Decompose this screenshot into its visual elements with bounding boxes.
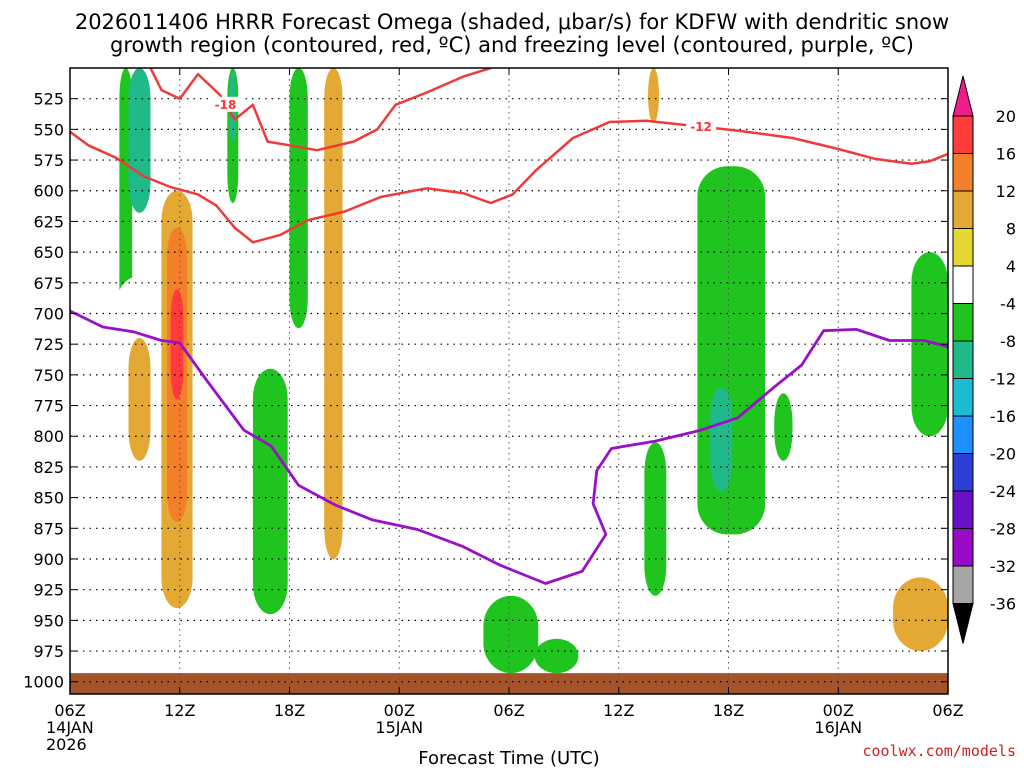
colorbar-bin-6: [952, 340, 974, 379]
y-tick-label-525: 525: [33, 90, 64, 109]
omega-region-3: [128, 338, 151, 461]
colorbar-label-6: -8: [1000, 332, 1016, 351]
omega-region-19: [534, 638, 579, 674]
y-tick-label-700: 700: [33, 304, 64, 323]
colorbar-label-13: -36: [990, 595, 1016, 614]
omega-region-13: [289, 68, 308, 329]
colorbar-label-7: -12: [990, 370, 1016, 389]
omega-region-1: [128, 68, 151, 213]
colorbar-label-0: 20: [996, 107, 1016, 126]
y-tick-label-600: 600: [33, 182, 64, 201]
x-axis-title: Forecast Time (UTC): [418, 748, 599, 768]
omega-shading: [115, 68, 948, 674]
x-tick-label-0-1: 14JAN: [46, 718, 94, 737]
dendritic-upper-contour: [149, 68, 492, 152]
contours: -18 -12: [70, 68, 948, 585]
omega-region-25: [644, 442, 667, 596]
omega-region-16: [369, 68, 403, 660]
colorbar-bin-11: [952, 528, 974, 567]
y-tick-label-800: 800: [33, 427, 64, 446]
colorbar-bin-10: [952, 490, 974, 529]
colorbar-bottom-arrow: [952, 603, 974, 644]
x-tick-label-36-0: 18Z: [713, 701, 744, 720]
freezing-level-contour: [70, 309, 948, 585]
x-tick-label-24-0: 06Z: [493, 701, 524, 720]
colorbar-bin-1: [952, 153, 974, 192]
omega-region-15: [324, 68, 343, 559]
y-tick-label-625: 625: [33, 212, 64, 231]
contour-label-0: -18: [215, 98, 237, 112]
x-tick-label-42-0: 00Z: [823, 701, 854, 720]
colorbar-label-12: -32: [990, 557, 1016, 576]
y-tick-label-875: 875: [33, 519, 64, 538]
colorbar-bin-3: [952, 228, 974, 267]
colorbar-label-9: -20: [990, 445, 1016, 464]
contour-label-bg-1: [686, 118, 717, 134]
y-tick-label-975: 975: [33, 642, 64, 661]
omega-region-21: [646, 68, 661, 345]
x-tick-label-18-0: 00Z: [384, 701, 415, 720]
colorbar-top-arrow: [952, 75, 974, 117]
colorbar-label-5: -4: [1000, 295, 1016, 314]
x-tick-label-42-1: 16JAN: [814, 718, 862, 737]
contour-label-1: -12: [690, 120, 712, 134]
y-tick-label-650: 650: [33, 243, 64, 262]
omega-region-11: [252, 368, 288, 615]
axes: 525 550 575 600 625 650 675 700 725 750 775 800 825 8…: [23, 68, 964, 754]
colorbar-label-3: 8: [1006, 220, 1016, 239]
omega-region-23: [682, 68, 766, 152]
y-tick-label-1000: 1000: [23, 673, 64, 692]
colorbar-label-1: 16: [996, 145, 1016, 164]
colorbar: 20 16 12 8 4 -4 -8 -12 -16 -20 -24 -28 -32 -36: [952, 75, 1016, 644]
colorbar-label-8: -16: [990, 407, 1016, 426]
colorbar-bin-5: [952, 303, 974, 342]
omega-region-32: [911, 252, 948, 437]
colorbar-bin-8: [952, 415, 974, 454]
colorbar-bin-4: [952, 265, 974, 304]
colorbar-label-4: 4: [1006, 257, 1016, 276]
y-tick-label-775: 775: [33, 397, 64, 416]
omega-region-17: [402, 460, 449, 633]
y-tick-label-850: 850: [33, 489, 64, 508]
y-tick-label-825: 825: [33, 458, 64, 477]
contour-label-bg-0: [210, 96, 241, 112]
omega-region-27: [710, 387, 733, 492]
y-tick-label-750: 750: [33, 366, 64, 385]
x-tick-label-12-0: 18Z: [274, 701, 305, 720]
chart-title-line2: growth region (contoured, red, ºC) and f…: [110, 33, 914, 57]
omega-region-30: [893, 577, 948, 652]
colorbar-bin-7: [952, 378, 974, 417]
x-tick-label-0-2: 2026: [46, 735, 87, 754]
x-tick-label-18-1: 15JAN: [375, 718, 423, 737]
colorbar-bin-2: [952, 190, 974, 229]
credit-text: coolwx.com/models: [862, 742, 1016, 760]
omega-region-31: [883, 68, 912, 357]
y-tick-label-675: 675: [33, 274, 64, 293]
omega-region-20: [499, 68, 619, 167]
colorbar-bin-9: [952, 453, 974, 492]
colorbar-label-2: 12: [996, 182, 1016, 201]
dendritic-lower-contour: [70, 119, 948, 244]
x-tick-label-30-0: 12Z: [603, 701, 634, 720]
colorbar-label-11: -28: [990, 520, 1016, 539]
y-tick-label-900: 900: [33, 550, 64, 569]
x-tick-label-48-0: 06Z: [932, 701, 963, 720]
x-tick-label-0-0: 06Z: [54, 701, 85, 720]
y-tick-label-575: 575: [33, 151, 64, 170]
y-tick-label-725: 725: [33, 335, 64, 354]
y-tick-label-950: 950: [33, 611, 64, 630]
colorbar-bin-0: [952, 115, 974, 154]
y-tick-label-925: 925: [33, 581, 64, 600]
x-tick-label-6-0: 12Z: [164, 701, 195, 720]
y-tick-label-550: 550: [33, 120, 64, 139]
omega-region-18: [483, 595, 539, 674]
colorbar-label-10: -24: [990, 482, 1016, 501]
chart-title-line1: 2026011406 HRRR Forecast Omega (shaded, …: [75, 10, 949, 34]
colorbar-bin-12: [952, 565, 974, 604]
omega-region-22: [648, 68, 659, 124]
omega-region-28: [774, 393, 793, 461]
